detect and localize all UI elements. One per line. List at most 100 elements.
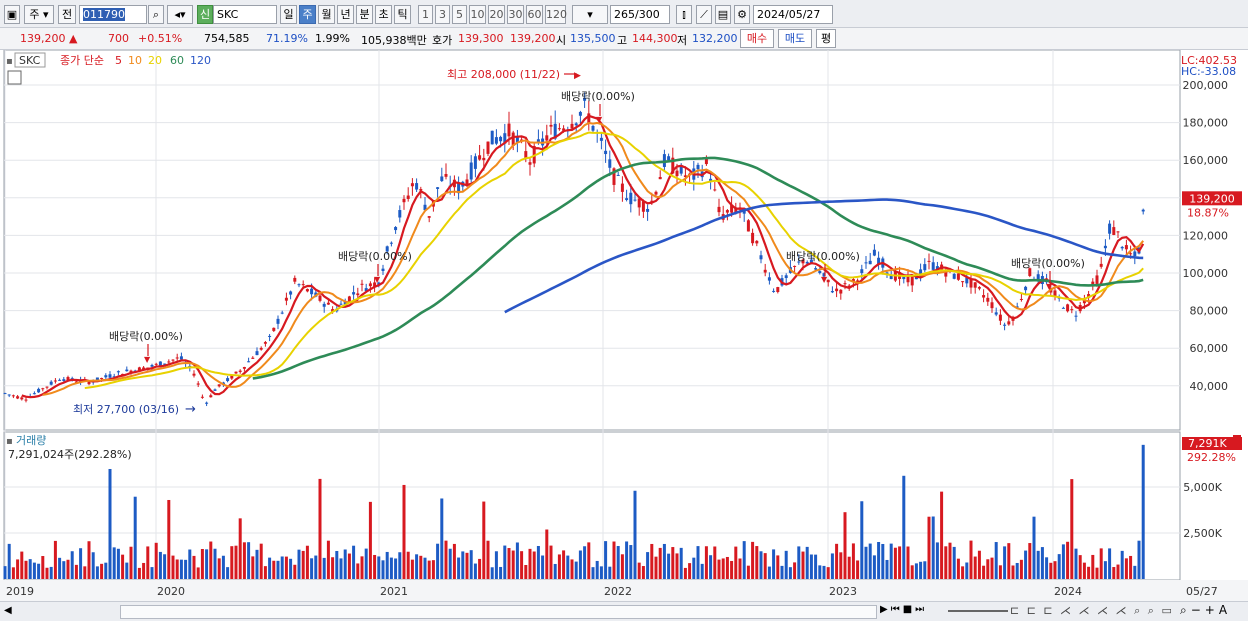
candle-body [650, 200, 654, 202]
candle-body [234, 371, 238, 374]
speaker-icon[interactable]: ◂▾ [167, 5, 193, 24]
volume-bar [16, 559, 20, 579]
volume-bar [469, 550, 473, 579]
interval-button-20[interactable]: 20 [488, 5, 505, 24]
ratio-1: 71.19% [266, 32, 308, 45]
gear-icon[interactable]: ⚙ [734, 5, 750, 24]
volume-bar [763, 553, 767, 579]
volume-bar [171, 555, 175, 579]
volume-bar [331, 557, 335, 579]
period-button-틱[interactable]: 틱 [394, 5, 411, 24]
volume-bar [994, 542, 998, 579]
candle-body [247, 361, 251, 363]
blank-select[interactable]: ▾ [572, 5, 608, 24]
period-button-초[interactable]: 초 [375, 5, 392, 24]
volume-bar [440, 498, 444, 579]
candle-body [322, 303, 326, 307]
interval-button-10[interactable]: 10 [469, 5, 486, 24]
scroll-left-icon[interactable]: ◀ [4, 605, 12, 616]
volume-bar [898, 546, 902, 579]
close-icon[interactable] [1233, 435, 1241, 443]
prev-button[interactable]: 전 [58, 5, 76, 24]
volume-bar [1082, 562, 1086, 579]
volume-bar [1019, 559, 1023, 579]
volume-bar [977, 550, 981, 579]
search-icon[interactable]: ⌕ [148, 5, 164, 24]
candle-body [226, 378, 230, 382]
candle-body [305, 289, 309, 292]
candle-icon[interactable]: ⫾ [676, 5, 692, 24]
quote-label: 호가 [432, 34, 453, 47]
volume-bar [238, 518, 242, 579]
table-icon[interactable] [7, 70, 22, 85]
volume-bar [116, 548, 120, 579]
volume-bar [289, 558, 293, 579]
period-button-년[interactable]: 년 [337, 5, 354, 24]
volume-bar [906, 546, 910, 579]
volume-bar [293, 564, 297, 579]
candle-body [389, 242, 393, 244]
volume-bar [511, 550, 515, 579]
candle-body [402, 198, 406, 203]
year-label: 2022 [604, 585, 632, 598]
candle-body [167, 361, 171, 363]
zoom-slider[interactable] [948, 610, 1008, 612]
ratio-2: 1.99% [315, 32, 350, 45]
draw-tool-icon[interactable]: ⟋ [696, 5, 712, 24]
candle-body [671, 157, 675, 174]
volume-bar [478, 558, 482, 579]
period-button-분[interactable]: 분 [356, 5, 373, 24]
interval-button-60[interactable]: 60 [526, 5, 543, 24]
volume-bar [965, 562, 969, 579]
interval-button-1[interactable]: 1 [418, 5, 433, 24]
volume-bar [1028, 543, 1032, 579]
sell-button[interactable]: 매도 [778, 29, 812, 48]
period-button-월[interactable]: 월 [318, 5, 335, 24]
candle-body [129, 370, 133, 374]
low-arrow: → [185, 402, 196, 417]
volume-panel [3, 431, 1181, 581]
date-field[interactable]: 2024/05/27 [753, 5, 833, 24]
volume-bar [969, 540, 973, 579]
volume-bar [137, 567, 141, 579]
candle-body [121, 373, 125, 375]
volume-bar [633, 490, 637, 579]
candle-body [793, 265, 797, 267]
chart-settings-icon[interactable]: ▣ [4, 5, 20, 24]
candle-body [998, 314, 1002, 321]
candle-body [977, 287, 981, 289]
period-button-일[interactable]: 일 [280, 5, 297, 24]
volume-bar [809, 554, 813, 579]
mode-label: 주 [29, 8, 40, 21]
buy-button[interactable]: 매수 [740, 29, 774, 48]
period-button-주[interactable]: 주 [299, 5, 316, 24]
volume-bar [893, 547, 897, 579]
volume-bar [133, 496, 137, 579]
volume-bar [326, 540, 330, 579]
volume-bar [457, 557, 461, 579]
zoom-controls[interactable]: ⌕−+A [1180, 603, 1232, 617]
dividend-arrow-head: ▼ [821, 275, 828, 284]
playback-controls[interactable]: ▶⏮■⏭ [880, 604, 928, 615]
volume-bar [990, 557, 994, 579]
mode-select[interactable]: 주 ▾ [24, 5, 54, 24]
volume-bar [872, 555, 876, 579]
interval-button-120[interactable]: 120 [545, 5, 567, 24]
volume-bar [625, 541, 629, 579]
interval-button-5[interactable]: 5 [452, 5, 467, 24]
count-field[interactable]: 265/300 [610, 5, 670, 24]
drawing-tools[interactable]: ⊏ ⊏ ⊏ ⋌ ⋌ ⋌ ⋌ ⌕ ⌕ ▭ [1010, 604, 1174, 617]
interval-button-3[interactable]: 3 [435, 5, 450, 24]
save-icon[interactable]: ▤ [715, 5, 731, 24]
volume-bar [175, 559, 179, 579]
candle-body [578, 111, 582, 116]
code-input[interactable]: 011790 [79, 5, 147, 24]
interval-button-30[interactable]: 30 [507, 5, 524, 24]
candle-body [398, 210, 402, 218]
candle-body [776, 287, 780, 292]
name-field[interactable]: SKC [213, 5, 277, 24]
candle-body [604, 150, 608, 155]
volume-bar [599, 566, 603, 579]
scroll-thumb[interactable] [120, 605, 877, 619]
eval-button[interactable]: 평 [816, 29, 836, 48]
